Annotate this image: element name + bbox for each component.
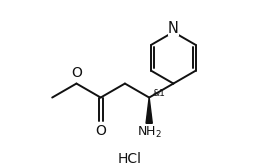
Text: NH$_2$: NH$_2$ bbox=[136, 125, 161, 140]
Text: HCl: HCl bbox=[117, 152, 141, 166]
Text: O: O bbox=[95, 124, 106, 138]
Text: O: O bbox=[71, 66, 82, 80]
Text: N: N bbox=[167, 20, 178, 35]
Polygon shape bbox=[146, 98, 152, 123]
Text: &1: &1 bbox=[152, 89, 165, 98]
